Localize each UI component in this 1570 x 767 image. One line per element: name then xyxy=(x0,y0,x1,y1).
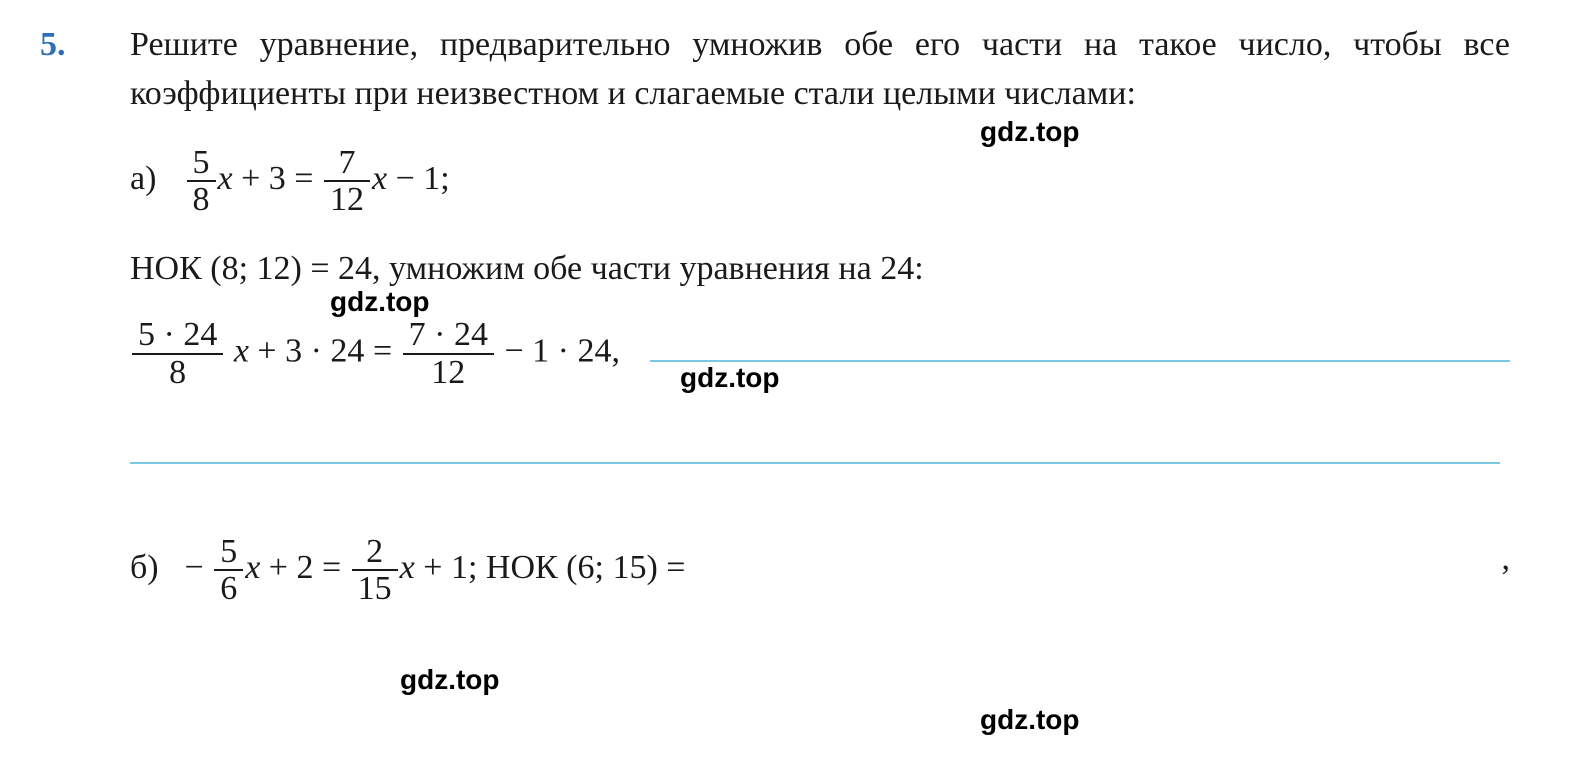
fraction-5-over-8: 5 8 xyxy=(187,145,216,218)
minus-sign: − xyxy=(387,160,423,197)
constant-1: 1 xyxy=(451,549,468,586)
fraction-2-over-15: 2 15 xyxy=(352,534,398,607)
semicolon: ; xyxy=(440,160,449,197)
constant-2: 2 xyxy=(296,549,313,586)
denominator: 12 xyxy=(403,353,494,391)
numerator: 7 · 24 xyxy=(403,317,494,353)
numerator: 5 xyxy=(214,534,243,570)
denominator: 6 xyxy=(214,569,243,607)
trailing-comma: , xyxy=(1502,534,1511,583)
variable-x: x xyxy=(372,160,387,197)
numerator: 2 xyxy=(352,534,398,570)
numerator: 5 xyxy=(187,145,216,181)
denominator: 15 xyxy=(352,569,398,607)
equals-sign: = xyxy=(286,160,322,197)
lcm-label-b: НОК (6; 15) = xyxy=(486,549,686,586)
variable-x: x xyxy=(218,160,233,197)
plus-sign: + xyxy=(260,549,296,586)
variable-x: x xyxy=(400,549,415,586)
constant-1: 1 xyxy=(423,160,440,197)
lcm-explanation-a: НОК (8; 12) = 24, умножим обе части урав… xyxy=(130,244,1510,293)
fraction-7-over-12: 7 12 xyxy=(324,145,370,218)
plus-sign: + xyxy=(415,549,451,586)
numerator: 7 xyxy=(324,145,370,181)
page: 5. Решите уравнение, предварительно умно… xyxy=(0,0,1570,767)
problem-number: 5. xyxy=(40,20,66,69)
semicolon: ; xyxy=(468,549,486,586)
equals-sign: = xyxy=(313,549,349,586)
fraction-5x24-over-8: 5 · 24 8 xyxy=(132,317,223,390)
plus-sign: + xyxy=(249,333,285,370)
term-3x24: 3 · 24 xyxy=(285,333,364,370)
denominator: 12 xyxy=(324,180,370,218)
part-b-label: б) xyxy=(130,543,176,592)
numerator: 5 · 24 xyxy=(132,317,223,353)
part-a: а) 5 8 x + 3 = 7 12 x − 1; xyxy=(130,145,1510,218)
problem-intro: Решите уравнение, предварительно умножив… xyxy=(130,20,1510,119)
term-1x24: 1 · 24, xyxy=(532,333,620,370)
plus-sign: + xyxy=(233,160,269,197)
negative-sign: − xyxy=(176,549,204,586)
equals-sign: = xyxy=(364,333,400,370)
minus-sign: − xyxy=(496,333,532,370)
variable-x: x xyxy=(225,333,249,370)
variable-x: x xyxy=(245,549,260,586)
constant-3: 3 xyxy=(269,160,286,197)
step-equation-a: 5 · 24 8 x + 3 · 24 = 7 · 24 12 − 1 · 24… xyxy=(130,317,1510,390)
fraction-5-over-6: 5 6 xyxy=(214,534,243,607)
watermark: gdz.top xyxy=(400,660,500,701)
part-b: б) − 5 6 x + 2 = 2 15 x + 1; НОК (6; 15)… xyxy=(130,534,1510,607)
denominator: 8 xyxy=(132,353,223,391)
watermark: gdz.top xyxy=(980,700,1080,741)
denominator: 8 xyxy=(187,180,216,218)
answer-blank-line[interactable] xyxy=(650,359,1510,362)
answer-blank-line-full[interactable] xyxy=(130,461,1500,464)
part-a-label: а) xyxy=(130,154,176,203)
fraction-7x24-over-12: 7 · 24 12 xyxy=(403,317,494,390)
